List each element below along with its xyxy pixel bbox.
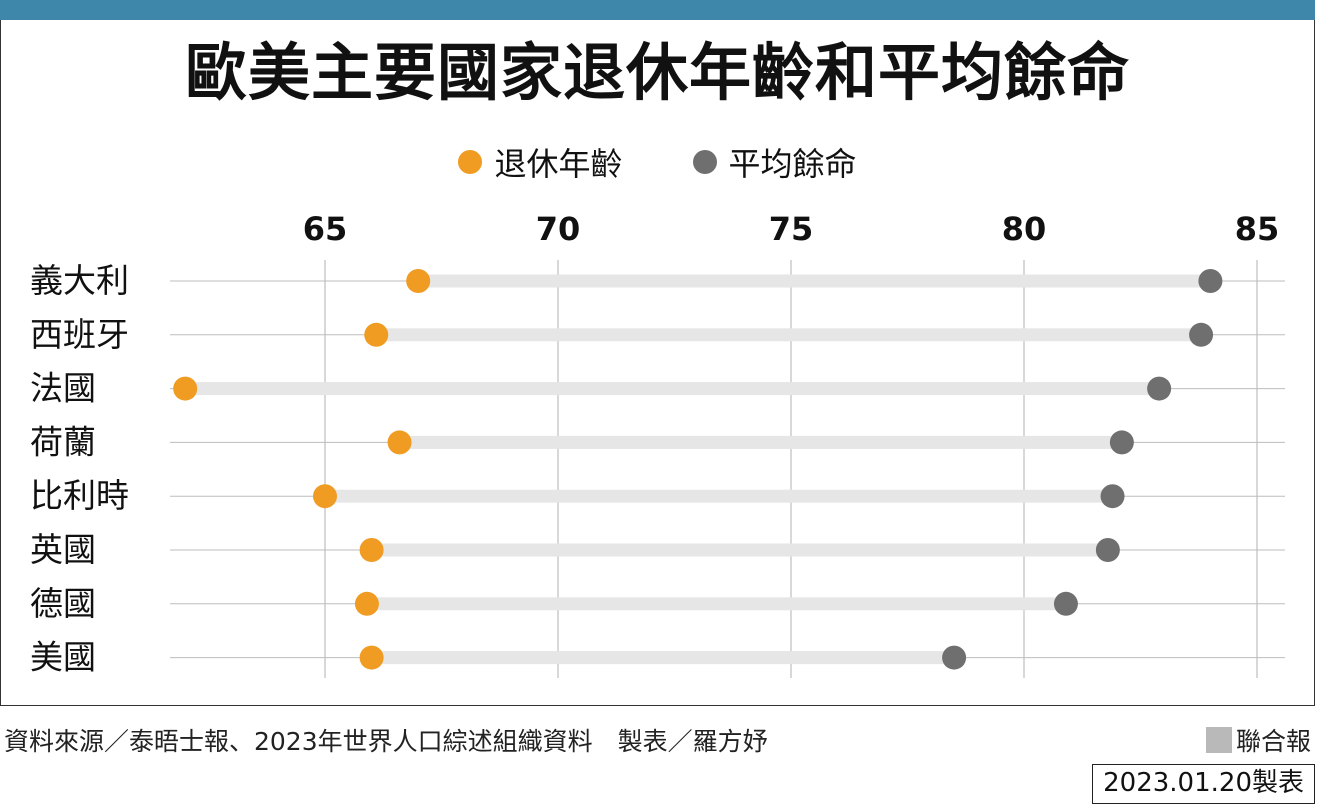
chart-title: 歐美主要國家退休年齡和平均餘命 — [184, 36, 1130, 109]
category-label: 美國 — [30, 638, 96, 677]
chart-frame — [0, 0, 1315, 706]
x-tick-label: 80 — [1002, 210, 1047, 248]
retirement-point — [354, 591, 379, 616]
legend: 退休年齡 平均餘命 — [0, 140, 1315, 184]
legend-item-life-expectancy: 平均餘命 — [692, 139, 857, 185]
retirement-point — [359, 645, 384, 670]
life-expectancy-point — [1053, 591, 1078, 616]
category-label: 西班牙 — [30, 315, 129, 354]
retirement-point — [359, 538, 384, 562]
legend-label-retirement: 退休年齡 — [494, 145, 623, 183]
dumbbell-track — [376, 328, 1202, 342]
x-tick-label: 65 — [303, 210, 348, 248]
dumbbell-track — [418, 274, 1211, 288]
date-stamp: 2023.01.20製表 — [1092, 764, 1315, 804]
life-expectancy-point — [942, 645, 967, 670]
category-label: 英國 — [30, 530, 96, 569]
life-expectancy-point — [1189, 322, 1214, 347]
x-tick-label: 70 — [536, 210, 581, 248]
retirement-point — [173, 376, 198, 401]
retirement-point — [406, 269, 431, 293]
brand: 聯合報 — [1205, 722, 1311, 758]
brand-name: 聯合報 — [1235, 727, 1311, 756]
life-expectancy-point — [1109, 430, 1134, 455]
dumbbell-track — [371, 543, 1108, 557]
life-expectancy-point — [1147, 376, 1172, 401]
category-label: 義大利 — [30, 261, 129, 300]
source-note: 資料來源／泰晤士報、2023年世界人口綜述組織資料 製表／羅方妤 — [4, 727, 768, 756]
legend-label-life-expectancy: 平均餘命 — [728, 145, 857, 183]
category-label: 荷蘭 — [30, 422, 96, 461]
dumbbell-track — [325, 489, 1113, 503]
dumbbell-track — [371, 651, 955, 665]
legend-marker-retirement — [458, 150, 483, 174]
top-accent-bar — [0, 0, 1315, 20]
brand-square-icon — [1205, 727, 1232, 753]
retirement-point — [387, 430, 412, 455]
retirement-point — [364, 322, 389, 347]
category-label: 比利時 — [30, 476, 129, 515]
retirement-point — [313, 484, 337, 509]
life-expectancy-point — [1095, 538, 1120, 562]
dumbbell-track — [366, 597, 1066, 611]
dumbbell-track — [185, 382, 1160, 396]
life-expectancy-point — [1198, 269, 1223, 293]
x-tick-label: 85 — [1235, 210, 1280, 248]
legend-item-retirement: 退休年齡 — [458, 139, 623, 185]
category-label: 法國 — [30, 369, 96, 408]
dumbbell-track — [399, 435, 1122, 449]
legend-marker-life-expectancy — [692, 150, 717, 174]
x-tick-label: 75 — [769, 210, 814, 248]
category-label: 德國 — [30, 584, 96, 623]
life-expectancy-point — [1100, 484, 1125, 509]
